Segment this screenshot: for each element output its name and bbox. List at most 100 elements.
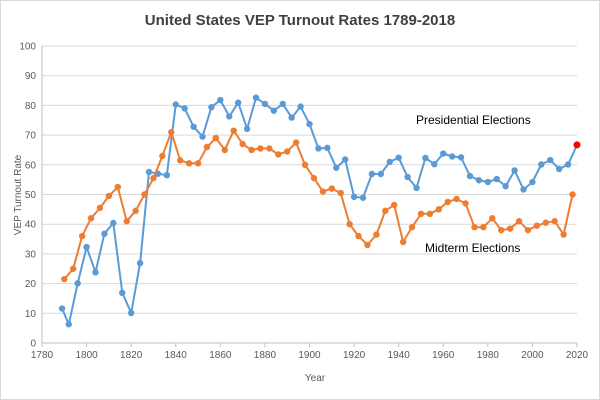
x-tick-label: 1820: [120, 350, 143, 361]
x-tick-label: 1900: [298, 350, 321, 361]
midterm-elections-point: [275, 151, 282, 158]
midterm-elections-point: [70, 265, 77, 272]
presidential-elections-point: [243, 125, 251, 133]
midterm-elections-point: [230, 127, 237, 134]
midterm-elections-point: [177, 157, 184, 164]
midterm-elections-point: [132, 207, 139, 215]
midterm-elections-point: [373, 231, 380, 238]
presidential-elections-point: [359, 194, 367, 201]
presidential-elections-point: [190, 123, 197, 130]
midterm-elections-point: [292, 139, 300, 146]
presidential-elections-point: [333, 164, 340, 171]
presidential-elections-point: [404, 173, 411, 181]
midterm-elections-point: [524, 226, 532, 234]
midterm-elections-point: [266, 145, 273, 152]
midterm-elections-point: [551, 218, 558, 225]
presidential-elections-point: [511, 167, 518, 174]
presidential-elections-point: [538, 161, 545, 168]
y-axis-label: VEP Turnout Rate: [13, 154, 24, 235]
presidential-elections-point: [555, 165, 563, 173]
midterm-elections-point: [471, 223, 478, 231]
presidential-elections-point: [145, 168, 153, 176]
presidential-elections-point: [252, 94, 260, 101]
y-tick-label: 20: [25, 279, 37, 290]
midterm-elections-point: [168, 128, 175, 136]
midterm-elections-point: [515, 218, 523, 225]
x-tick-label: 1980: [477, 350, 500, 361]
midterm-elections-point: [506, 225, 514, 232]
presidential-elections-point: [58, 305, 66, 312]
midterm-elections-point: [257, 145, 264, 152]
midterm-elections-point: [435, 206, 442, 213]
x-tick-label: 2020: [566, 350, 589, 361]
presidential-elections-point: [520, 186, 527, 193]
presidential-elections-point: [172, 101, 179, 108]
midterm-elections-point: [150, 174, 157, 182]
midterm-elections-point: [489, 215, 496, 222]
x-tick-label: 1860: [209, 350, 232, 361]
presidential-elections-point: [448, 153, 456, 160]
midterm-elections-point: [328, 185, 335, 192]
midterm-elections-point: [391, 201, 398, 209]
y-tick-label: 80: [25, 101, 37, 112]
midterm-elections-point: [480, 223, 487, 231]
y-tick-label: 90: [25, 71, 37, 82]
presidential-elections-point: [440, 150, 447, 157]
x-tick-label: 1800: [75, 350, 98, 361]
presidential-elections-point: [83, 243, 90, 251]
midterm-elections-point: [346, 221, 353, 228]
presidential-elections-point: [350, 193, 358, 201]
y-tick-label: 40: [25, 220, 37, 231]
midterm-elections-point: [114, 183, 121, 191]
presidential-elections-point: [163, 171, 171, 179]
midterm-elections-point: [78, 232, 86, 240]
highlight-point: [573, 141, 581, 149]
midterm-elections-point: [498, 226, 505, 234]
presidential-elections-point: [181, 105, 188, 112]
midterm-elections-point: [319, 188, 327, 195]
presidential-elections-point: [484, 178, 492, 186]
midterm-elections-line: [63, 129, 574, 280]
y-tick-label: 70: [25, 131, 37, 142]
presidential-elections-point: [288, 114, 295, 121]
midterm-elections-point: [301, 161, 309, 168]
presidential-elections-point: [65, 321, 72, 328]
presidential-elections-point: [297, 103, 304, 110]
midterm-elections-point: [96, 204, 104, 212]
midterm-elections-point: [310, 174, 318, 182]
midterm-elections-point: [185, 160, 193, 167]
presidential-elections-point: [493, 175, 500, 183]
midterm-elections-point: [221, 146, 228, 154]
midterm-elections-point: [284, 148, 291, 155]
midterm-elections-point: [569, 191, 576, 198]
midterm-elections-point: [417, 210, 425, 218]
midterm-elections-point: [141, 191, 148, 198]
midterm-elections-point: [462, 200, 469, 207]
annotation-presidential: Presidential Elections: [416, 113, 531, 127]
presidential-elections-point: [208, 103, 215, 111]
midterm-elections-point: [382, 207, 389, 215]
midterm-elections-point: [533, 222, 541, 229]
presidential-elections-point: [368, 170, 376, 178]
midterm-elections-point: [203, 143, 211, 151]
y-tick-label: 30: [25, 249, 37, 260]
midterm-elections-point: [355, 232, 362, 240]
midterm-elections-point: [239, 140, 246, 148]
x-axis-label: Year: [305, 373, 326, 384]
midterm-elections-point: [453, 195, 460, 203]
presidential-elections-line: [61, 96, 569, 326]
presidential-elections-point: [475, 177, 483, 184]
presidential-elections-point: [119, 289, 126, 297]
presidential-elections-point: [110, 219, 117, 227]
y-tick-label: 0: [30, 339, 36, 350]
midterm-elections-point: [444, 198, 451, 206]
presidential-elections-point: [413, 184, 420, 192]
presidential-elections-point: [547, 156, 554, 164]
x-tick-label: 1940: [388, 350, 411, 361]
presidential-elections-point: [502, 182, 509, 190]
chart-title: United States VEP Turnout Rates 1789-201…: [145, 12, 455, 29]
presidential-elections-point: [315, 145, 322, 152]
midterm-elections-point: [364, 241, 371, 249]
y-tick-label: 50: [25, 190, 37, 201]
